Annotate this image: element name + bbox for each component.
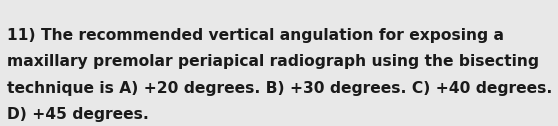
Text: maxillary premolar periapical radiograph using the bisecting: maxillary premolar periapical radiograph… bbox=[7, 54, 539, 69]
Text: 11) The recommended vertical angulation for exposing a: 11) The recommended vertical angulation … bbox=[7, 28, 504, 43]
Text: technique is A) +20 degrees. B) +30 degrees. C) +40 degrees.: technique is A) +20 degrees. B) +30 degr… bbox=[7, 81, 552, 96]
Text: D) +45 degrees.: D) +45 degrees. bbox=[7, 107, 149, 122]
